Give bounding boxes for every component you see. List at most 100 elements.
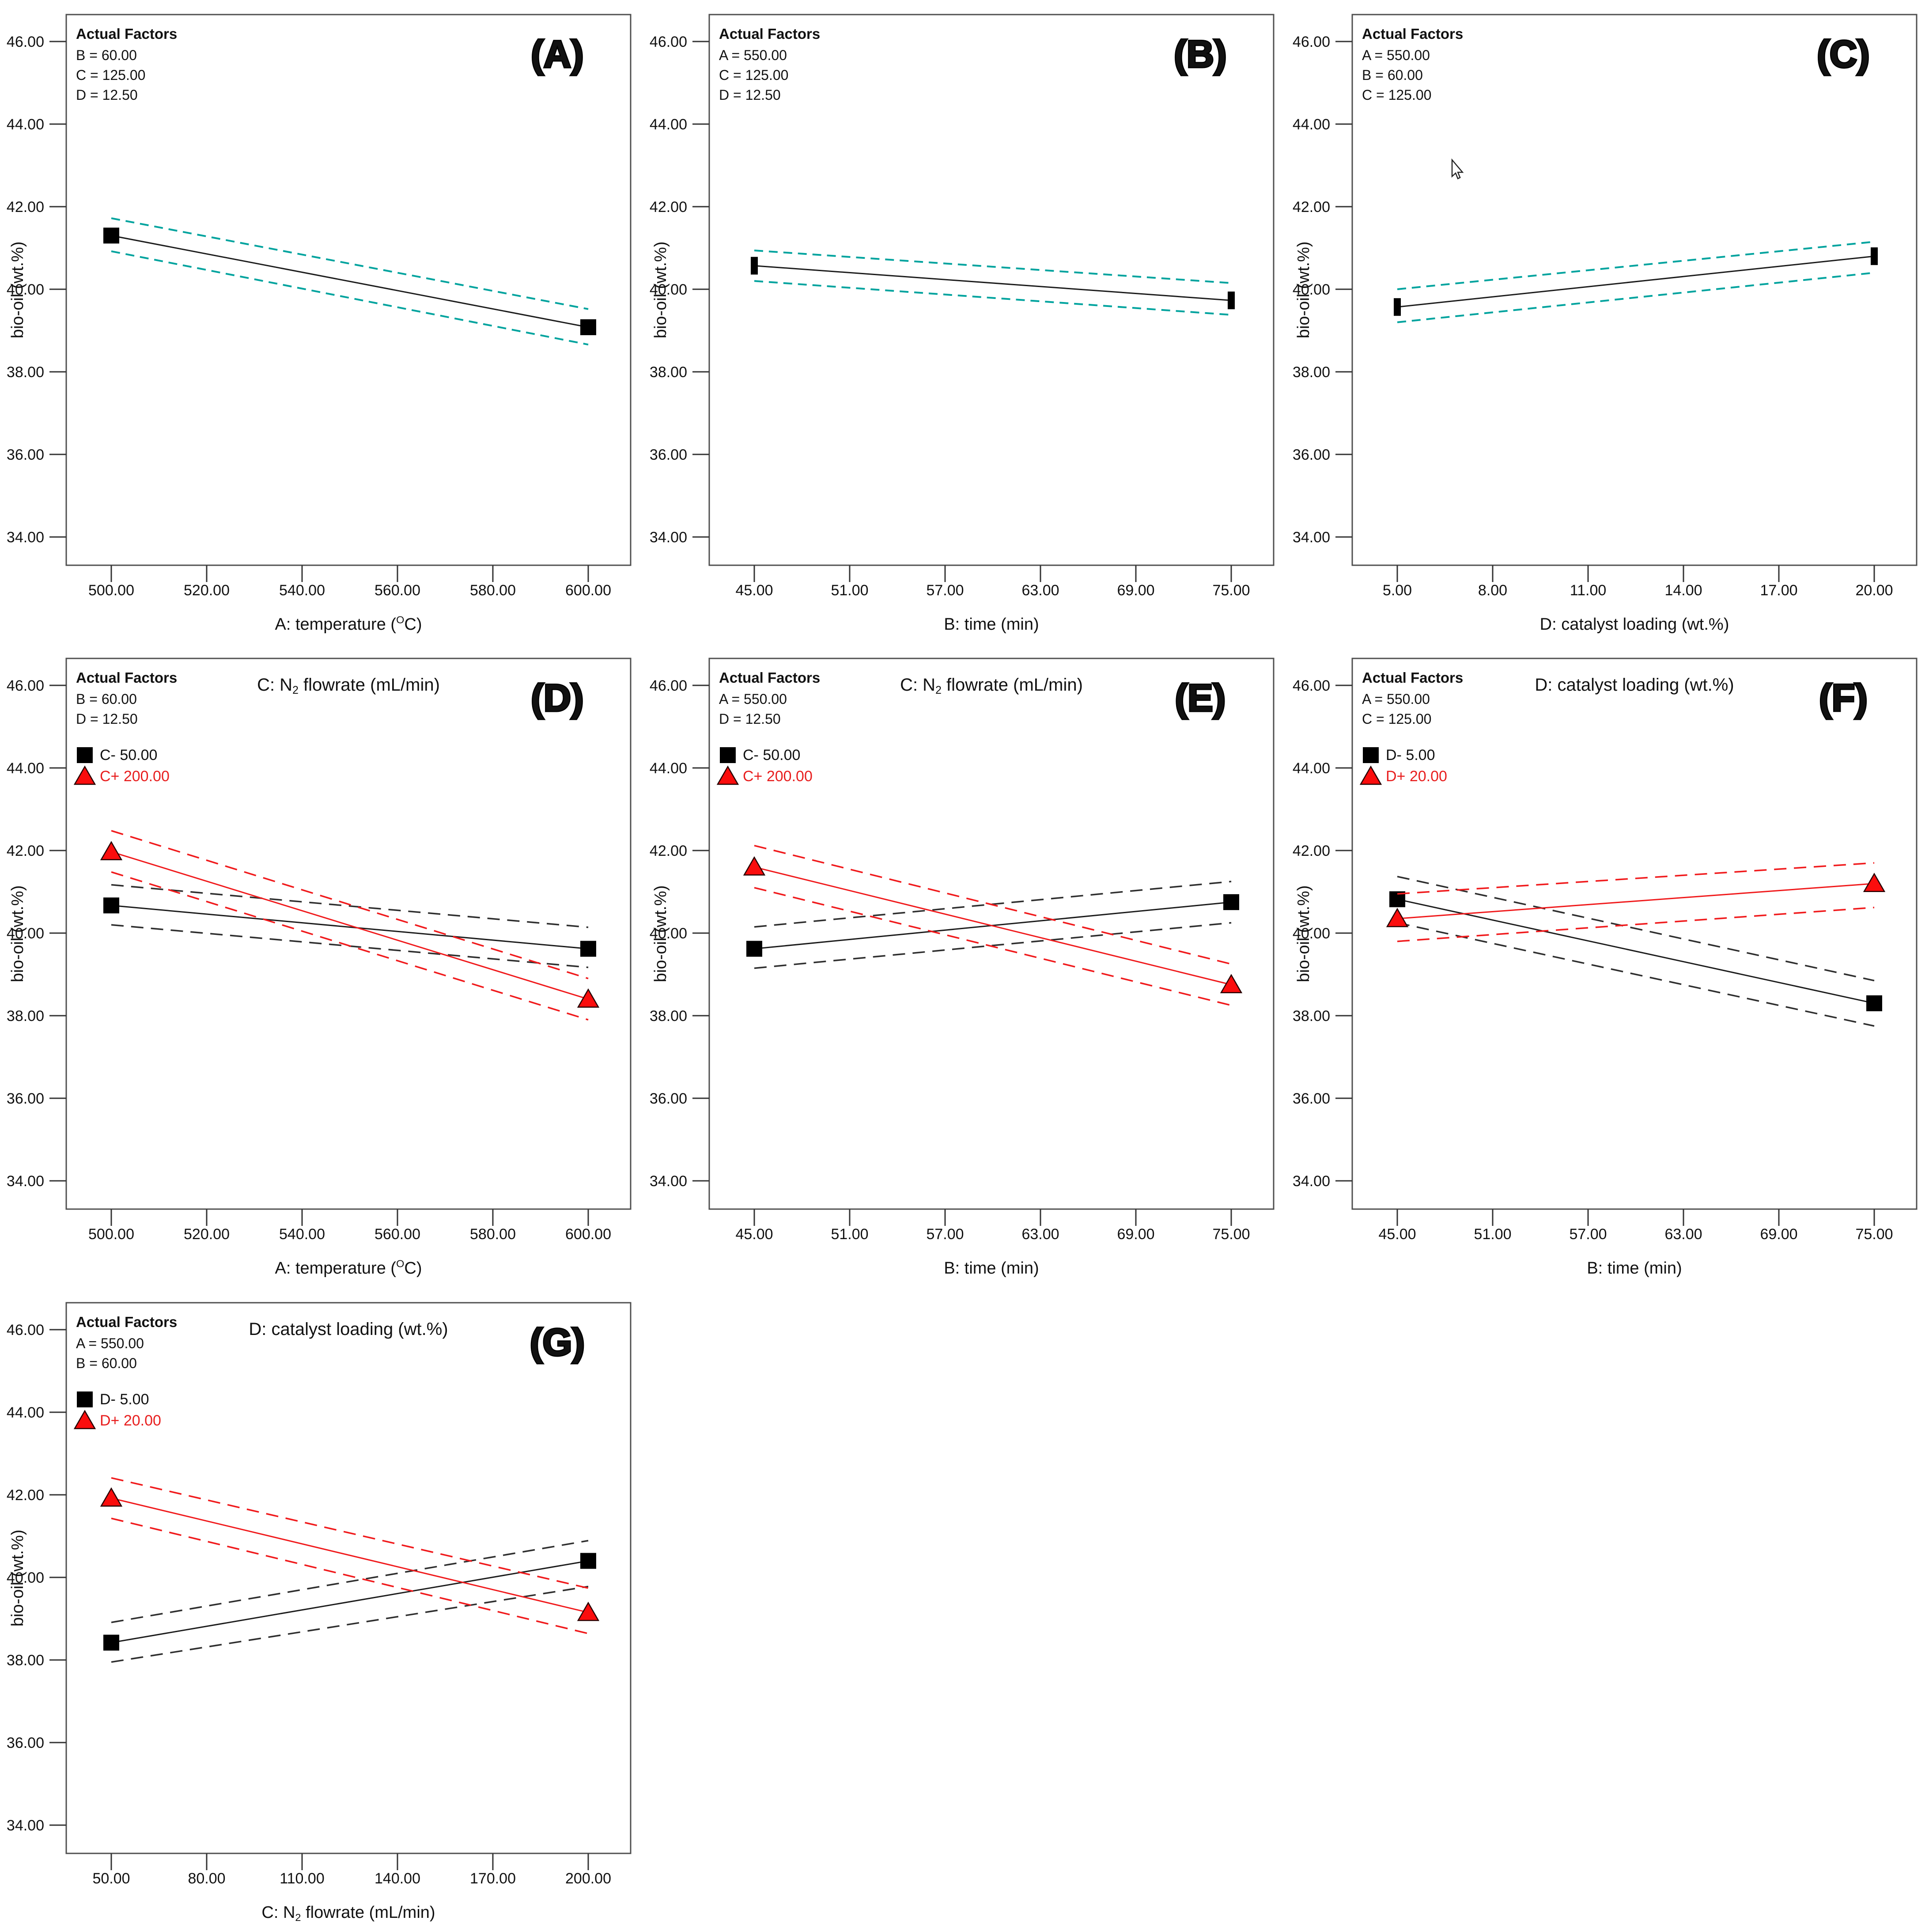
marker-bar-left bbox=[751, 257, 758, 275]
x-tick-label: 600.00 bbox=[565, 1226, 611, 1243]
y-tick-label: 42.00 bbox=[650, 843, 687, 859]
y-tick-label: 42.00 bbox=[7, 1487, 44, 1504]
panel-C: 46.00 44.00 42.00 40.00 38.00 36.00 34.00 5.00 8… bbox=[1286, 0, 1929, 644]
ci-lower-line bbox=[754, 887, 1232, 1006]
series-red-group bbox=[100, 1477, 600, 1634]
series-red-group bbox=[743, 845, 1243, 1006]
y-tick-label: 40.00 bbox=[1293, 281, 1330, 298]
actual-factor-line: D = 12.50 bbox=[76, 711, 138, 727]
y-tick-label: 44.00 bbox=[650, 116, 687, 133]
ci-lower-line bbox=[111, 1517, 589, 1634]
marker-triangle-left bbox=[1386, 908, 1409, 927]
actual-factors-heading: Actual Factors bbox=[76, 26, 177, 42]
x-axis-title: A: temperature (OC) bbox=[275, 614, 422, 634]
x-tick-label: 11.00 bbox=[1570, 582, 1607, 599]
marker-square-left bbox=[103, 897, 119, 914]
chart-title: C: N2 flowrate (mL/min) bbox=[900, 675, 1083, 696]
y-tick-label: 44.00 bbox=[1293, 760, 1330, 777]
y-tick-label: 40.00 bbox=[7, 925, 44, 942]
ci-lower-line bbox=[1397, 272, 1875, 323]
series-red-group bbox=[100, 830, 600, 1021]
ci-upper-line bbox=[1397, 241, 1875, 290]
legend-label: C- 50.00 bbox=[743, 747, 800, 764]
legend-label: D+ 20.00 bbox=[100, 1412, 161, 1429]
y-tick-label: 36.00 bbox=[1293, 446, 1330, 463]
legend-label: C- 50.00 bbox=[100, 747, 157, 764]
x-axis-ticks: 45.00 51.00 57.00 63.00 69.00 75.00 bbox=[1378, 1209, 1893, 1243]
legend-label: D- 5.00 bbox=[100, 1391, 149, 1408]
marker-triangle-right bbox=[577, 1601, 600, 1621]
x-axis-title: C: N2 flowrate (mL/min) bbox=[261, 1903, 435, 1923]
y-tick-label: 36.00 bbox=[650, 446, 687, 463]
y-tick-label: 46.00 bbox=[7, 677, 44, 694]
x-tick-label: 560.00 bbox=[374, 582, 420, 599]
y-tick-label: 38.00 bbox=[650, 364, 687, 381]
marker-triangle-left bbox=[743, 856, 766, 876]
x-tick-label: 580.00 bbox=[470, 1226, 516, 1243]
x-tick-label: 520.00 bbox=[184, 582, 230, 599]
x-tick-label: 75.00 bbox=[1212, 582, 1250, 599]
x-axis-title: B: time (min) bbox=[944, 1259, 1039, 1278]
x-tick-label: 520.00 bbox=[184, 1226, 230, 1243]
chart-title: C: N2 flowrate (mL/min) bbox=[257, 675, 440, 696]
y-tick-label: 42.00 bbox=[7, 199, 44, 216]
actual-factor-line: B = 60.00 bbox=[76, 1355, 137, 1371]
y-tick-label: 44.00 bbox=[650, 760, 687, 777]
panel-F: 46.00 44.00 42.00 40.00 38.00 36.00 34.00 45.00… bbox=[1286, 644, 1929, 1288]
y-axis-ticks: 46.00 44.00 42.00 40.00 38.00 36.00 34.00 bbox=[1293, 677, 1352, 1190]
x-axis-ticks: 50.00 80.00 110.00 140.00 170.00 200.00 bbox=[92, 1853, 611, 1887]
y-tick-label: 34.00 bbox=[7, 1817, 44, 1834]
y-tick-label: 46.00 bbox=[7, 1322, 44, 1338]
panel-E: 46.00 44.00 42.00 40.00 38.00 36.00 34.00 45.00… bbox=[643, 644, 1286, 1288]
y-axis-title: bio-oil (wt.%) bbox=[1294, 242, 1313, 339]
legend-square-icon bbox=[77, 1391, 93, 1407]
y-tick-label: 46.00 bbox=[7, 34, 44, 50]
actual-factors-heading: Actual Factors bbox=[1362, 26, 1463, 42]
plot-box bbox=[65, 658, 632, 1210]
mean-line-black bbox=[111, 905, 589, 950]
actual-factors-heading: Actual Factors bbox=[1362, 669, 1463, 686]
y-tick-label: 42.00 bbox=[1293, 199, 1330, 216]
ci-upper-line bbox=[754, 250, 1232, 284]
legend-label: C+ 200.00 bbox=[743, 768, 813, 785]
ci-upper-line bbox=[111, 884, 589, 928]
y-tick-label: 34.00 bbox=[650, 1173, 687, 1190]
y-tick-label: 34.00 bbox=[7, 1173, 44, 1190]
x-axis-ticks: 500.00 520.00 540.00 560.00 580.00 600.00 bbox=[88, 565, 611, 599]
actual-factor-line: C = 125.00 bbox=[76, 67, 145, 83]
y-axis-ticks: 46.00 44.00 42.00 40.00 38.00 36.00 34.00 bbox=[7, 677, 66, 1190]
marker-square-left bbox=[746, 941, 762, 957]
y-tick-label: 42.00 bbox=[650, 199, 687, 216]
y-tick-label: 36.00 bbox=[1293, 1090, 1330, 1107]
x-tick-label: 20.00 bbox=[1855, 582, 1893, 599]
marker-triangle-left bbox=[100, 1487, 123, 1507]
legend-square-icon bbox=[720, 747, 736, 764]
mean-line-red bbox=[1397, 883, 1875, 920]
marker-bar-left bbox=[1394, 298, 1401, 316]
panel-label: (F) bbox=[1819, 677, 1868, 719]
ci-lower-line bbox=[754, 280, 1232, 316]
x-tick-label: 51.00 bbox=[1474, 1226, 1511, 1243]
series-red-group bbox=[1386, 862, 1886, 942]
x-tick-label: 69.00 bbox=[1117, 1226, 1154, 1243]
y-tick-label: 38.00 bbox=[650, 1008, 687, 1025]
actual-factor-line: A = 550.00 bbox=[719, 691, 787, 707]
y-tick-label: 44.00 bbox=[1293, 116, 1330, 133]
x-tick-label: 57.00 bbox=[926, 1226, 964, 1243]
actual-factor-line: B = 60.00 bbox=[76, 691, 137, 707]
x-tick-label: 45.00 bbox=[735, 582, 773, 599]
plot-box bbox=[1351, 14, 1918, 566]
plot-box bbox=[1351, 658, 1918, 1210]
x-tick-label: 140.00 bbox=[374, 1870, 420, 1887]
x-tick-label: 51.00 bbox=[831, 1226, 868, 1243]
y-tick-label: 34.00 bbox=[1293, 1173, 1330, 1190]
marker-square-right bbox=[1866, 995, 1882, 1012]
legend-triangle-icon bbox=[73, 1410, 96, 1429]
ci-lower-line bbox=[1397, 907, 1875, 942]
legend-label: D- 5.00 bbox=[1386, 747, 1435, 764]
y-tick-label: 42.00 bbox=[1293, 843, 1330, 859]
series-black-group bbox=[746, 881, 1239, 969]
panel-label: (G) bbox=[530, 1321, 585, 1364]
y-tick-label: 40.00 bbox=[7, 1569, 44, 1586]
mean-line-black bbox=[754, 265, 1232, 301]
